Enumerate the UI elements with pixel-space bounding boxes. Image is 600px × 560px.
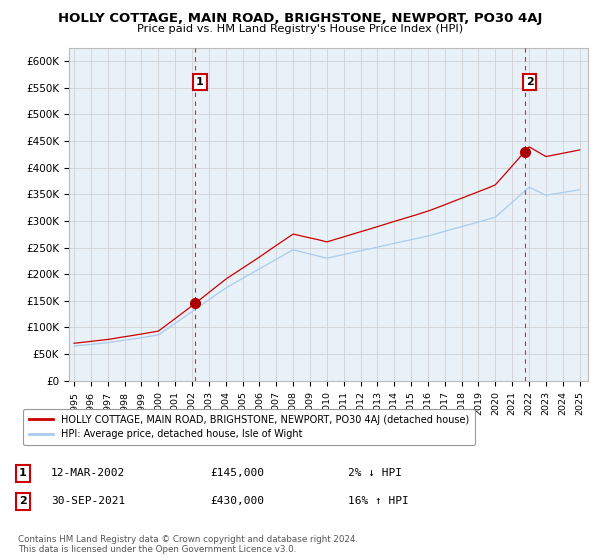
Text: 16% ↑ HPI: 16% ↑ HPI bbox=[348, 496, 409, 506]
Text: HOLLY COTTAGE, MAIN ROAD, BRIGHSTONE, NEWPORT, PO30 4AJ: HOLLY COTTAGE, MAIN ROAD, BRIGHSTONE, NE… bbox=[58, 12, 542, 25]
Text: 2: 2 bbox=[19, 496, 26, 506]
Text: 1: 1 bbox=[196, 77, 204, 87]
Text: 2: 2 bbox=[526, 77, 533, 87]
Legend: HOLLY COTTAGE, MAIN ROAD, BRIGHSTONE, NEWPORT, PO30 4AJ (detached house), HPI: A: HOLLY COTTAGE, MAIN ROAD, BRIGHSTONE, NE… bbox=[23, 409, 475, 445]
Text: 12-MAR-2002: 12-MAR-2002 bbox=[51, 468, 125, 478]
Text: Contains HM Land Registry data © Crown copyright and database right 2024.
This d: Contains HM Land Registry data © Crown c… bbox=[18, 535, 358, 554]
Text: 1: 1 bbox=[19, 468, 26, 478]
Text: £430,000: £430,000 bbox=[210, 496, 264, 506]
Text: 30-SEP-2021: 30-SEP-2021 bbox=[51, 496, 125, 506]
Text: £145,000: £145,000 bbox=[210, 468, 264, 478]
Text: 2% ↓ HPI: 2% ↓ HPI bbox=[348, 468, 402, 478]
Text: Price paid vs. HM Land Registry's House Price Index (HPI): Price paid vs. HM Land Registry's House … bbox=[137, 24, 463, 34]
